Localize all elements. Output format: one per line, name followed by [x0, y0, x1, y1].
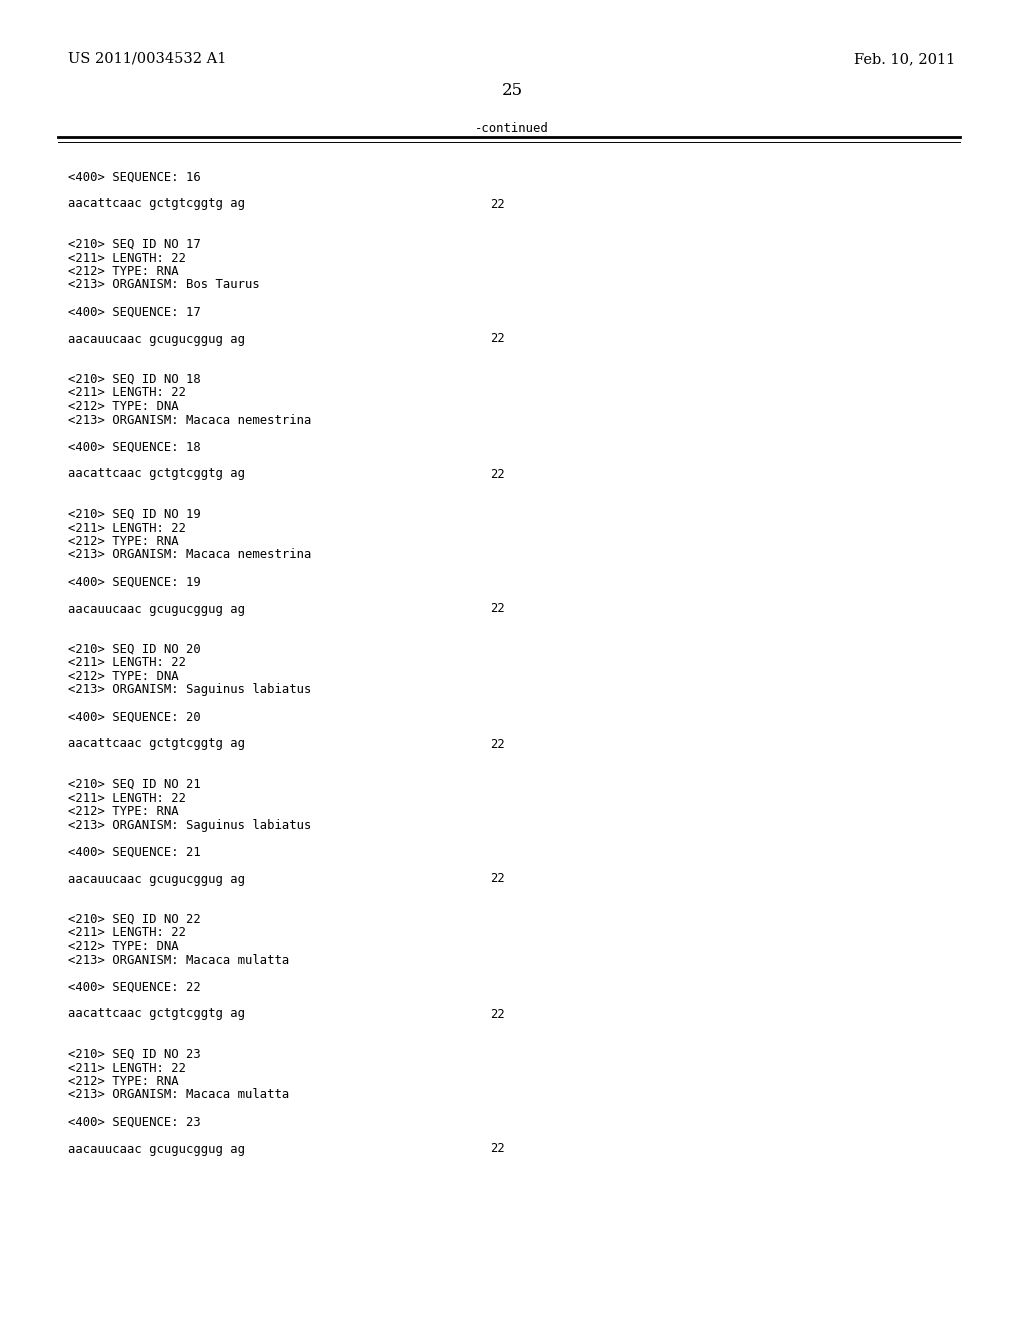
Text: <213> ORGANISM: Macaca nemestrina: <213> ORGANISM: Macaca nemestrina — [68, 549, 311, 561]
Text: <400> SEQUENCE: 22: <400> SEQUENCE: 22 — [68, 981, 201, 994]
Text: 25: 25 — [502, 82, 522, 99]
Text: aacattcaac gctgtcggtg ag: aacattcaac gctgtcggtg ag — [68, 1007, 245, 1020]
Text: US 2011/0034532 A1: US 2011/0034532 A1 — [68, 51, 226, 66]
Text: <212> TYPE: DNA: <212> TYPE: DNA — [68, 671, 178, 682]
Text: Feb. 10, 2011: Feb. 10, 2011 — [854, 51, 955, 66]
Text: <212> TYPE: DNA: <212> TYPE: DNA — [68, 400, 178, 413]
Text: 22: 22 — [490, 738, 505, 751]
Text: <211> LENGTH: 22: <211> LENGTH: 22 — [68, 792, 186, 804]
Text: 22: 22 — [490, 333, 505, 346]
Text: 22: 22 — [490, 467, 505, 480]
Text: <211> LENGTH: 22: <211> LENGTH: 22 — [68, 387, 186, 400]
Text: aacattcaac gctgtcggtg ag: aacattcaac gctgtcggtg ag — [68, 738, 245, 751]
Text: <400> SEQUENCE: 19: <400> SEQUENCE: 19 — [68, 576, 201, 589]
Text: <212> TYPE: RNA: <212> TYPE: RNA — [68, 805, 178, 818]
Text: <212> TYPE: RNA: <212> TYPE: RNA — [68, 265, 178, 279]
Text: <400> SEQUENCE: 16: <400> SEQUENCE: 16 — [68, 170, 201, 183]
Text: <213> ORGANISM: Macaca mulatta: <213> ORGANISM: Macaca mulatta — [68, 1089, 289, 1101]
Text: -continued: -continued — [475, 121, 549, 135]
Text: aacauucaac gcugucggug ag: aacauucaac gcugucggug ag — [68, 602, 245, 615]
Text: aacattcaac gctgtcggtg ag: aacattcaac gctgtcggtg ag — [68, 198, 245, 210]
Text: <212> TYPE: RNA: <212> TYPE: RNA — [68, 1074, 178, 1088]
Text: aacauucaac gcugucggug ag: aacauucaac gcugucggug ag — [68, 873, 245, 886]
Text: aacauucaac gcugucggug ag: aacauucaac gcugucggug ag — [68, 333, 245, 346]
Text: <211> LENGTH: 22: <211> LENGTH: 22 — [68, 252, 186, 264]
Text: <213> ORGANISM: Bos Taurus: <213> ORGANISM: Bos Taurus — [68, 279, 260, 292]
Text: aacauucaac gcugucggug ag: aacauucaac gcugucggug ag — [68, 1143, 245, 1155]
Text: <213> ORGANISM: Macaca mulatta: <213> ORGANISM: Macaca mulatta — [68, 953, 289, 966]
Text: <213> ORGANISM: Macaca nemestrina: <213> ORGANISM: Macaca nemestrina — [68, 413, 311, 426]
Text: 22: 22 — [490, 1143, 505, 1155]
Text: 22: 22 — [490, 602, 505, 615]
Text: <400> SEQUENCE: 20: <400> SEQUENCE: 20 — [68, 710, 201, 723]
Text: <400> SEQUENCE: 18: <400> SEQUENCE: 18 — [68, 441, 201, 454]
Text: <210> SEQ ID NO 23: <210> SEQ ID NO 23 — [68, 1048, 201, 1061]
Text: 22: 22 — [490, 873, 505, 886]
Text: <210> SEQ ID NO 21: <210> SEQ ID NO 21 — [68, 777, 201, 791]
Text: <211> LENGTH: 22: <211> LENGTH: 22 — [68, 656, 186, 669]
Text: <211> LENGTH: 22: <211> LENGTH: 22 — [68, 1061, 186, 1074]
Text: 22: 22 — [490, 1007, 505, 1020]
Text: <210> SEQ ID NO 17: <210> SEQ ID NO 17 — [68, 238, 201, 251]
Text: <210> SEQ ID NO 18: <210> SEQ ID NO 18 — [68, 374, 201, 385]
Text: aacattcaac gctgtcggtg ag: aacattcaac gctgtcggtg ag — [68, 467, 245, 480]
Text: 22: 22 — [490, 198, 505, 210]
Text: <400> SEQUENCE: 23: <400> SEQUENCE: 23 — [68, 1115, 201, 1129]
Text: <211> LENGTH: 22: <211> LENGTH: 22 — [68, 521, 186, 535]
Text: <400> SEQUENCE: 17: <400> SEQUENCE: 17 — [68, 305, 201, 318]
Text: <210> SEQ ID NO 19: <210> SEQ ID NO 19 — [68, 508, 201, 521]
Text: <210> SEQ ID NO 22: <210> SEQ ID NO 22 — [68, 913, 201, 927]
Text: <210> SEQ ID NO 20: <210> SEQ ID NO 20 — [68, 643, 201, 656]
Text: <212> TYPE: RNA: <212> TYPE: RNA — [68, 535, 178, 548]
Text: <211> LENGTH: 22: <211> LENGTH: 22 — [68, 927, 186, 940]
Text: <400> SEQUENCE: 21: <400> SEQUENCE: 21 — [68, 846, 201, 858]
Text: <213> ORGANISM: Saguinus labiatus: <213> ORGANISM: Saguinus labiatus — [68, 684, 311, 697]
Text: <213> ORGANISM: Saguinus labiatus: <213> ORGANISM: Saguinus labiatus — [68, 818, 311, 832]
Text: <212> TYPE: DNA: <212> TYPE: DNA — [68, 940, 178, 953]
